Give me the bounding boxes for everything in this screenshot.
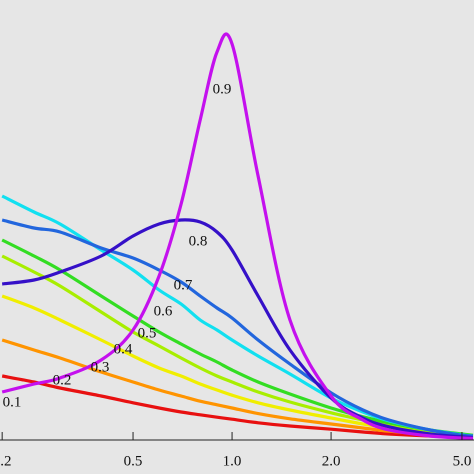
curve-label: 0.4	[114, 341, 133, 357]
curve-label: 0.5	[138, 325, 157, 341]
curve-label: 0.9	[213, 81, 232, 97]
curve	[1, 374, 474, 440]
curve-label: 0.8	[189, 233, 208, 249]
x-tick-label: 1.0	[223, 453, 242, 469]
x-tick-label: 2.0	[322, 453, 341, 469]
curve-label: 0.3	[91, 359, 110, 375]
curve-label: 0.7	[174, 277, 193, 293]
curve	[1, 238, 474, 437]
curve	[1, 254, 474, 438]
x-tick-label: 0.2	[0, 453, 12, 469]
x-tick-label: 0.5	[124, 453, 143, 469]
curve-label: 0.2	[53, 372, 72, 388]
x-tick-label: 5.0	[453, 453, 472, 469]
curve	[1, 32, 474, 440]
curve-label: 0.6	[154, 303, 173, 319]
curve-label: 0.1	[3, 394, 22, 410]
curve	[1, 218, 474, 440]
curve	[1, 218, 474, 438]
